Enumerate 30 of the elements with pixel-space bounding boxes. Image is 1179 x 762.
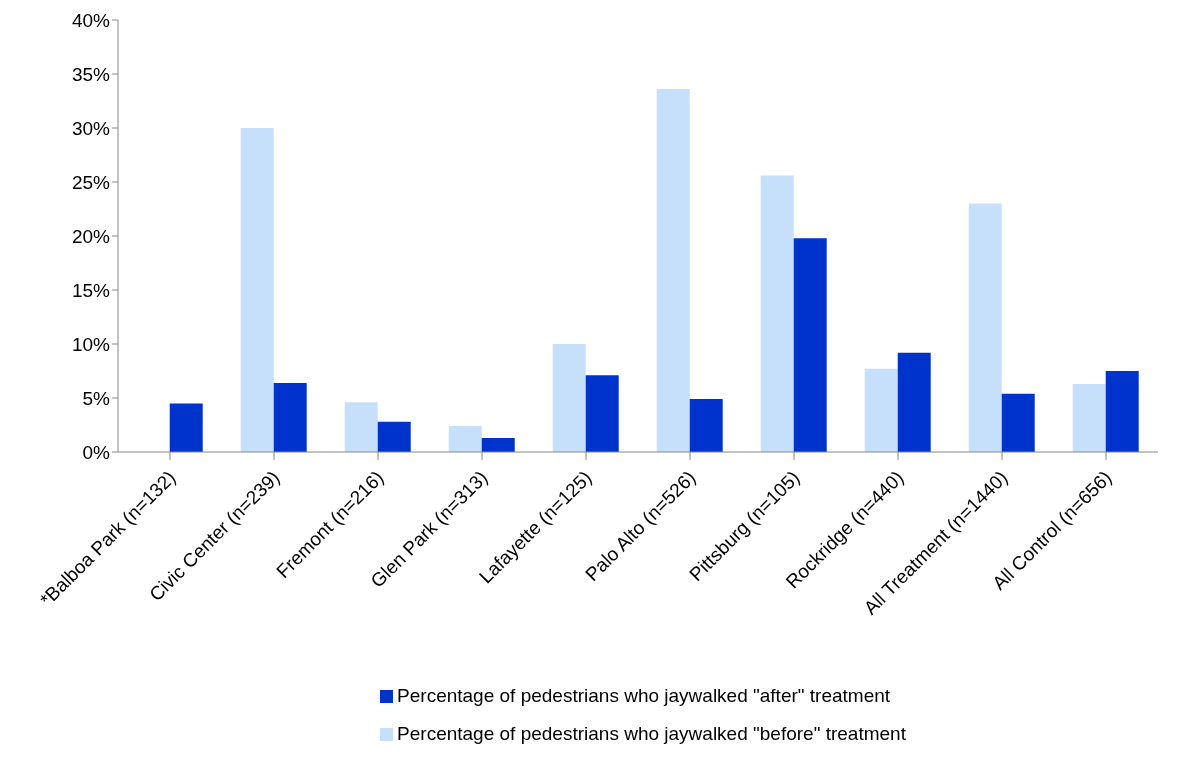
- bar: [1105, 371, 1139, 452]
- legend-label: Percentage of pedestrians who jaywalked "after" treatment: [397, 685, 891, 706]
- y-tick-label: 15%: [71, 279, 111, 301]
- legend-label: Percentage of pedestrians who jaywalked "before" treatment: [397, 723, 906, 744]
- bar: [864, 368, 898, 452]
- bar: [240, 128, 274, 452]
- y-tick-label: 25%: [71, 171, 111, 193]
- y-tick-label: 35%: [71, 63, 111, 85]
- bar: [169, 403, 203, 452]
- y-tick-label: 0%: [82, 441, 111, 463]
- bar: [760, 175, 794, 452]
- y-tick-label: 20%: [71, 225, 111, 247]
- bar: [448, 426, 482, 452]
- y-tick-label: 40%: [71, 9, 111, 31]
- bar: [689, 399, 723, 452]
- bar: [793, 238, 827, 452]
- bar: [1072, 383, 1106, 452]
- bar: [552, 344, 586, 452]
- y-tick-label: 30%: [71, 117, 111, 139]
- bar: [585, 375, 619, 452]
- bar: [656, 89, 690, 452]
- bar: [344, 402, 378, 452]
- bar: [1001, 393, 1035, 452]
- bar: [897, 352, 931, 452]
- bar: [377, 421, 411, 452]
- bar: [968, 203, 1002, 452]
- bar: [273, 382, 307, 452]
- bar: [481, 437, 515, 452]
- y-tick-label: 5%: [82, 387, 111, 409]
- y-tick-label: 10%: [71, 333, 111, 355]
